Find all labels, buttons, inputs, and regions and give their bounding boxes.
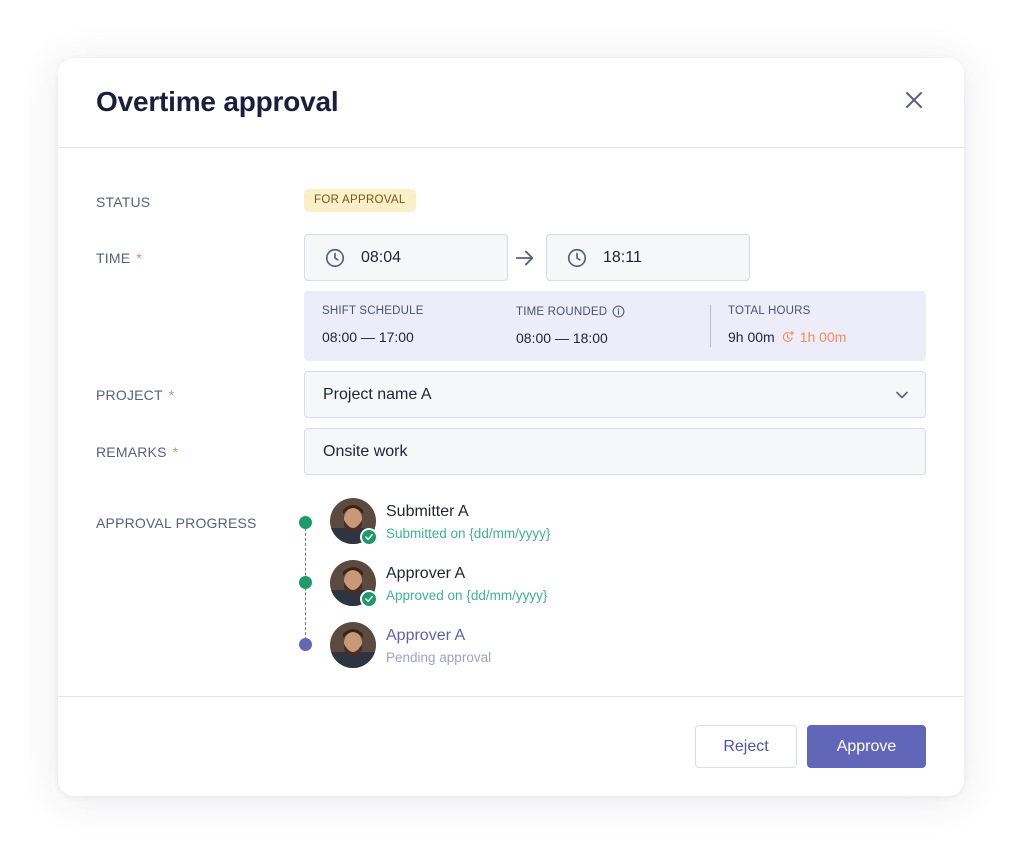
avatar: [330, 622, 376, 668]
clock-plus-icon: [782, 330, 794, 342]
clock-icon: [325, 248, 345, 267]
step-3-name: Approver A: [386, 627, 466, 644]
total-hours-row: 9h 00m 1h 00m: [728, 329, 846, 345]
arrow-right-icon: [515, 250, 534, 266]
end-time-value: 18:11: [603, 248, 642, 266]
end-time-field[interactable]: 18:11: [546, 234, 750, 281]
check-icon: [360, 528, 378, 546]
check-icon: [360, 590, 378, 608]
close-icon[interactable]: [902, 88, 926, 112]
step-1-status: Submitted on {dd/mm/yyyy}: [386, 526, 551, 541]
time-label-text: TIME: [96, 250, 131, 266]
time-label: TIME *: [96, 250, 142, 266]
overtime-approval-modal: Overtime approval STATUS FOR APPROVAL TI…: [58, 58, 964, 796]
project-selected-value: Project name A: [323, 385, 432, 403]
step-2-name: Approver A: [386, 565, 466, 582]
project-label-text: PROJECT: [96, 387, 163, 403]
total-hours-label: TOTAL HOURS: [728, 305, 811, 317]
time-rounded-label: TIME ROUNDED: [516, 305, 608, 318]
start-time-field[interactable]: 08:04: [304, 234, 508, 281]
time-rounded-value: 08:00 — 18:00: [516, 330, 608, 346]
time-rounded-header: TIME ROUNDED: [516, 305, 625, 318]
step-2-dot: [299, 576, 312, 589]
step-3-dot: [299, 638, 312, 651]
step-2-status: Approved on {dd/mm/yyyy}: [386, 588, 548, 603]
start-time-value: 08:04: [361, 248, 402, 266]
overtime-value: 1h 00m: [799, 329, 847, 345]
approve-button[interactable]: Approve: [807, 725, 926, 768]
total-hours-value: 9h 00m: [728, 329, 775, 345]
required-mark: *: [168, 387, 175, 403]
remarks-label-text: REMARKS: [96, 444, 167, 460]
clock-icon: [567, 248, 587, 267]
info-icon[interactable]: [612, 305, 625, 318]
shift-schedule-column: SHIFT SCHEDULE 08:00 — 17:00: [322, 305, 424, 345]
required-mark: *: [172, 444, 179, 460]
step-3-status: Pending approval: [386, 650, 492, 665]
remarks-label: REMARKS *: [96, 444, 178, 460]
chevron-down-icon: [896, 391, 908, 399]
shift-schedule-label: SHIFT SCHEDULE: [322, 305, 424, 317]
reject-button[interactable]: Reject: [695, 725, 797, 768]
avatar: [330, 498, 376, 544]
remarks-input[interactable]: Onsite work: [304, 428, 926, 475]
shift-schedule-value: 08:00 — 17:00: [322, 329, 414, 345]
total-hours-column: TOTAL HOURS 9h 00m 1h 00m: [728, 305, 846, 345]
approval-progress-label: APPROVAL PROGRESS: [96, 515, 257, 531]
status-label-text: STATUS: [96, 194, 151, 210]
time-summary-box: SHIFT SCHEDULE 08:00 — 17:00 TIME ROUNDE…: [304, 291, 926, 361]
project-label: PROJECT *: [96, 387, 174, 403]
overtime-extra: 1h 00m: [781, 329, 847, 345]
time-rounded-column: TIME ROUNDED 08:00 — 18:00: [516, 305, 625, 346]
required-mark: *: [136, 250, 142, 266]
remarks-value: Onsite work: [323, 442, 408, 460]
approval-progress-label-text: APPROVAL PROGRESS: [96, 515, 257, 531]
footer-divider: [58, 696, 964, 697]
step-1-dot: [299, 516, 312, 529]
modal-title: Overtime approval: [96, 86, 339, 117]
step-1-name: Submitter A: [386, 503, 469, 520]
summary-divider: [710, 305, 711, 347]
modal-header: Overtime approval: [58, 58, 964, 148]
project-select[interactable]: Project name A: [304, 371, 926, 418]
status-label: STATUS: [96, 194, 150, 210]
status-badge: FOR APPROVAL: [304, 189, 416, 212]
